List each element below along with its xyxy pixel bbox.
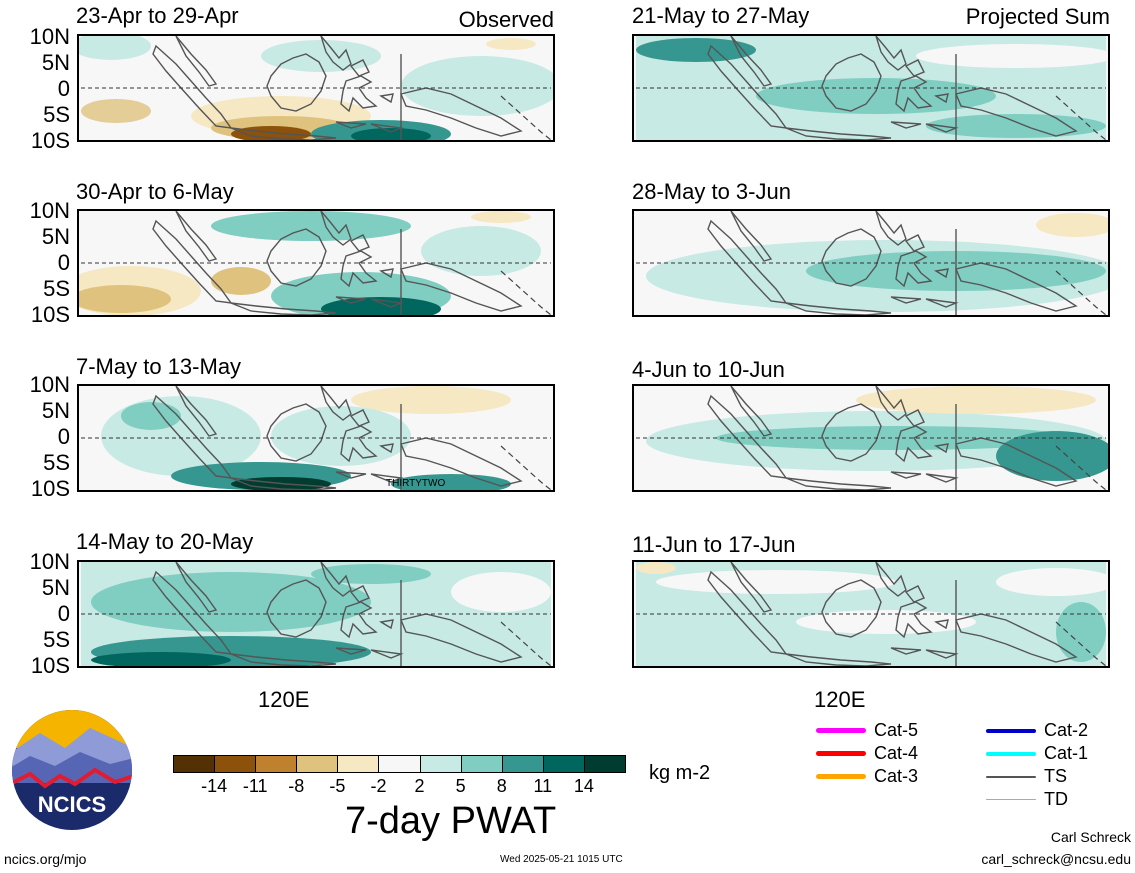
y-tick: 5N	[41, 50, 70, 75]
colorbar	[173, 755, 626, 773]
legend-item-cat5: Cat-5	[816, 720, 918, 741]
y-tick: 0	[57, 76, 70, 101]
colorbar-tick: 8	[496, 776, 507, 796]
colorbar-tick: 2	[414, 776, 425, 796]
panel-title: 4-Jun to 10-Jun	[632, 357, 785, 382]
logo-text: NCICS	[38, 792, 106, 817]
y-tick: 10N	[29, 198, 70, 223]
map-panel	[77, 34, 555, 142]
legend-label: Cat-2	[1044, 720, 1089, 740]
units-label: kg m-2	[649, 762, 711, 784]
y-tick: 10S	[30, 128, 70, 153]
map-panel	[77, 560, 555, 668]
colorbar-swatch	[419, 755, 462, 773]
y-tick: 5S	[43, 450, 70, 475]
colorbar-swatch	[501, 755, 544, 773]
colorbar-swatch	[583, 755, 626, 773]
y-tick: 5S	[43, 276, 70, 301]
x-tick: 120E	[258, 687, 310, 712]
legend-label: Cat-4	[874, 743, 919, 763]
footer-author: Carl Schreck	[1050, 829, 1131, 845]
map-panel: THIRTYTWO	[77, 384, 555, 492]
map-panel	[632, 34, 1110, 142]
colorbar-tick: -5	[329, 776, 346, 796]
y-tick: 0	[57, 250, 70, 275]
legend-swatch	[986, 775, 1036, 778]
legend-swatch	[816, 774, 866, 779]
y-tick: 5N	[41, 575, 70, 600]
legend-label: TS	[1044, 766, 1068, 786]
panel-title: 23-Apr to 29-Apr	[76, 3, 239, 28]
y-tick: 5N	[41, 224, 70, 249]
map-panel	[632, 209, 1110, 317]
projected-label: Projected Sum	[965, 4, 1110, 29]
colorbar-swatch	[460, 755, 503, 773]
footer-site: ncics.org/mjo	[4, 851, 87, 867]
y-tick: 0	[57, 601, 70, 626]
panel-title: 21-May to 27-May	[632, 3, 810, 28]
colorbar-swatch	[255, 755, 298, 773]
legend-label: Cat-3	[874, 766, 919, 786]
colorbar-tick: -14	[201, 776, 228, 796]
legend-swatch	[986, 751, 1036, 756]
y-tick: 10S	[30, 653, 70, 678]
colorbar-tick: -11	[242, 776, 268, 796]
y-tick: 10N	[29, 372, 70, 397]
colorbar-swatch	[378, 755, 421, 773]
legend-label: TD	[1044, 789, 1068, 809]
colorbar-swatch	[173, 755, 216, 773]
legend-item-ts: TS	[986, 766, 1067, 787]
colorbar-tick: -2	[370, 776, 387, 796]
legend-item-cat3: Cat-3	[816, 766, 918, 787]
observed-label: Observed	[458, 7, 554, 32]
panel-title: 30-Apr to 6-May	[76, 179, 234, 204]
colorbar-swatch	[337, 755, 380, 773]
panel-title: 28-May to 3-Jun	[632, 179, 791, 204]
y-tick: 5N	[41, 398, 70, 423]
legend-label: Cat-1	[1044, 743, 1089, 763]
legend-swatch	[986, 799, 1036, 800]
colorbar-tick: 11	[533, 776, 553, 796]
y-tick: 10N	[29, 24, 70, 49]
legend-label: Cat-5	[874, 720, 919, 740]
legend-item-cat2: Cat-2	[986, 720, 1088, 741]
map-panel	[77, 209, 555, 317]
y-tick: 0	[57, 424, 70, 449]
colorbar-swatch	[296, 755, 339, 773]
colorbar-tick: 14	[573, 776, 594, 796]
y-tick: 10S	[30, 302, 70, 327]
legend-item-cat1: Cat-1	[986, 743, 1088, 764]
colorbar-swatch	[542, 755, 585, 773]
y-tick: 10S	[30, 476, 70, 501]
ncics-logo: NCICS	[10, 708, 134, 832]
x-tick: 120E	[814, 687, 866, 712]
panel-title: 14-May to 20-May	[76, 529, 254, 554]
colorbar-tick: 5	[455, 776, 466, 796]
panel-title: 11-Jun to 17-Jun	[632, 532, 796, 557]
colorbar-tick: -8	[288, 776, 305, 796]
map-panel	[632, 560, 1110, 668]
footer-email: carl_schreck@ncsu.edu	[981, 851, 1131, 867]
y-tick: 10N	[29, 549, 70, 574]
y-tick: 5S	[43, 627, 70, 652]
map-panel	[632, 384, 1110, 492]
legend-item-td: TD	[986, 789, 1068, 810]
panel-title: 7-May to 13-May	[76, 354, 242, 379]
colorbar-swatch	[214, 755, 257, 773]
y-tick: 5S	[43, 102, 70, 127]
footer-timestamp: Wed 2025-05-21 1015 UTC	[500, 854, 623, 865]
storm-label: THIRTYTWO	[386, 478, 446, 489]
legend-swatch	[816, 751, 866, 756]
legend-swatch	[816, 728, 866, 733]
colorbar-title: 7-day PWAT	[345, 800, 557, 842]
legend-item-cat4: Cat-4	[816, 743, 918, 764]
legend-swatch	[986, 728, 1036, 733]
